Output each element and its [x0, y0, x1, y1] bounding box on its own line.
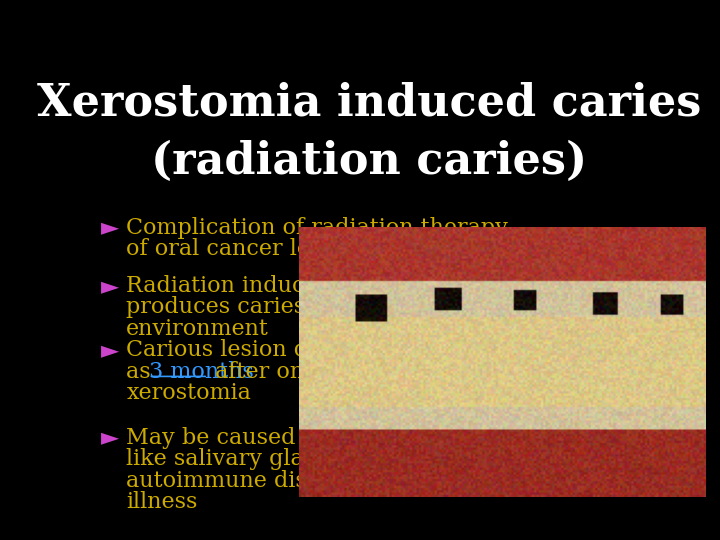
Text: May be caused by other factors: May be caused by other factors	[126, 427, 483, 449]
Text: ►: ►	[101, 339, 120, 362]
Text: 3 months: 3 months	[148, 361, 253, 383]
Text: ►: ►	[101, 275, 120, 298]
Text: (radiation caries): (radiation caries)	[151, 140, 587, 183]
Text: ►: ►	[101, 427, 120, 449]
Text: produces caries conducive: produces caries conducive	[126, 296, 427, 319]
Text: autoimmune diseases, prolong: autoimmune diseases, prolong	[126, 470, 471, 492]
Text: after onset of: after onset of	[208, 361, 366, 383]
Text: xerostomia: xerostomia	[126, 382, 251, 404]
Text: Radiation induced xerostomia: Radiation induced xerostomia	[126, 275, 464, 297]
Text: as: as	[126, 361, 158, 383]
Text: Carious lesion develops as early: Carious lesion develops as early	[126, 339, 490, 361]
Text: ►: ►	[101, 217, 120, 240]
Text: Complication of radiation therapy: Complication of radiation therapy	[126, 217, 508, 239]
Text: environment: environment	[126, 318, 269, 340]
Text: Xerostomia induced caries: Xerostomia induced caries	[37, 82, 701, 124]
Text: of oral cancer lesion: of oral cancer lesion	[126, 238, 356, 260]
Text: illness: illness	[126, 491, 198, 514]
Text: like salivary gland tumors,: like salivary gland tumors,	[126, 448, 427, 470]
